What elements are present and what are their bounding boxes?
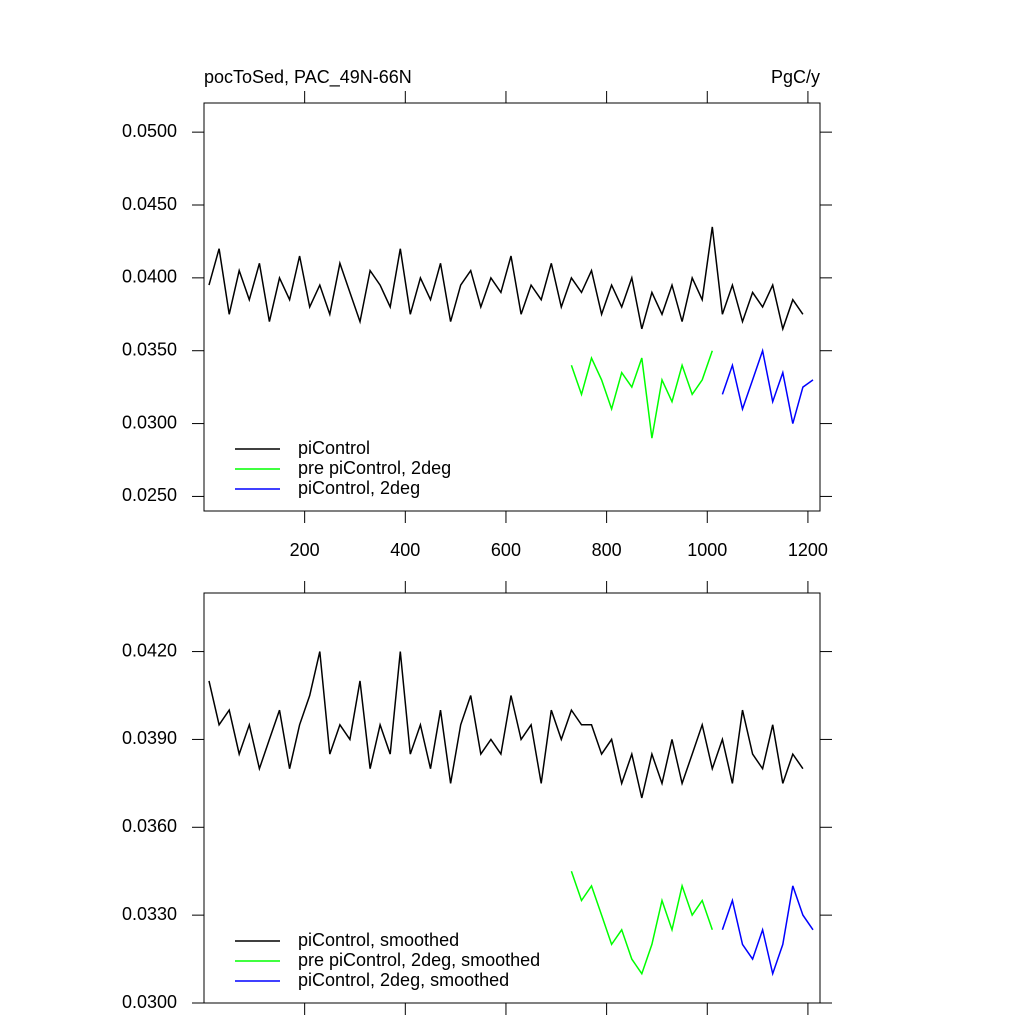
plot-frame bbox=[203, 102, 821, 512]
x-tick-label: 1200 bbox=[788, 540, 828, 560]
legend-label: piControl bbox=[298, 438, 370, 458]
plot-frame bbox=[203, 592, 821, 1004]
y-tick-label: 0.0500 bbox=[122, 121, 177, 141]
legend-label: pre piControl, 2deg bbox=[298, 458, 451, 478]
series-line bbox=[208, 226, 804, 332]
y-tick-label: 0.0390 bbox=[122, 728, 177, 748]
x-tick-label: 600 bbox=[491, 540, 521, 560]
series-line bbox=[721, 347, 814, 424]
x-tick-label: 200 bbox=[290, 540, 320, 560]
x-tick-label: 800 bbox=[592, 540, 622, 560]
y-tick-label: 0.0330 bbox=[122, 904, 177, 924]
series-line bbox=[208, 651, 804, 799]
chart-title: pocToSed, PAC_49N-66N bbox=[204, 67, 412, 88]
series-line bbox=[721, 885, 814, 977]
y-tick-label: 0.0420 bbox=[122, 640, 177, 660]
x-tick-label: 1000 bbox=[687, 540, 727, 560]
series-line bbox=[570, 870, 714, 976]
y-tick-label: 0.0250 bbox=[122, 485, 177, 505]
y-tick-label: 0.0360 bbox=[122, 816, 177, 836]
legend-label: pre piControl, 2deg, smoothed bbox=[298, 950, 540, 970]
units-label: PgC/y bbox=[771, 67, 820, 87]
x-tick-label: 400 bbox=[390, 540, 420, 560]
y-tick-label: 0.0300 bbox=[122, 412, 177, 432]
legend-label: piControl, 2deg bbox=[298, 478, 420, 498]
y-tick-label: 0.0450 bbox=[122, 194, 177, 214]
y-tick-label: 0.0300 bbox=[122, 992, 177, 1012]
legend-label: piControl, 2deg, smoothed bbox=[298, 970, 509, 990]
legend-label: piControl, smoothed bbox=[298, 930, 459, 950]
y-tick-label: 0.0350 bbox=[122, 339, 177, 359]
y-tick-label: 0.0400 bbox=[122, 267, 177, 287]
series-line bbox=[570, 350, 714, 439]
